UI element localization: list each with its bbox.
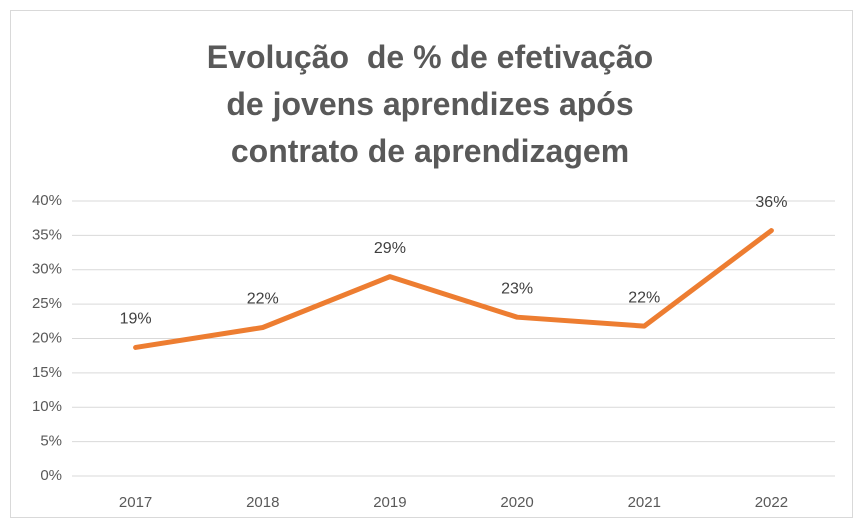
y-tick-label: 0% xyxy=(40,467,62,484)
x-tick-label: 2018 xyxy=(246,494,279,511)
line xyxy=(133,228,774,350)
x-tick-label: 2019 xyxy=(373,494,406,511)
data-label: 29% xyxy=(374,240,406,257)
chart-title: Evolução de % de efetivação de jovens ap… xyxy=(206,39,663,169)
y-tick-label: 15% xyxy=(32,364,62,381)
data-label: 22% xyxy=(628,289,660,306)
chart-frame xyxy=(10,10,853,518)
data-label: 19% xyxy=(120,311,152,328)
data-label: 36% xyxy=(755,194,787,211)
y-tick-label: 35% xyxy=(32,226,62,243)
y-tick-label: 40% xyxy=(32,192,62,209)
y-tick-label: 5% xyxy=(40,433,62,450)
y-tick-label: 10% xyxy=(32,398,62,415)
x-tick-label: 2020 xyxy=(500,494,533,511)
data-label: 23% xyxy=(501,280,533,297)
y-tick-label: 30% xyxy=(32,261,62,278)
x-tick-label: 2021 xyxy=(628,494,661,511)
x-tick-label: 2017 xyxy=(119,494,152,511)
x-tick-label: 2022 xyxy=(755,494,788,511)
data-label: 22% xyxy=(247,291,279,308)
y-tick-label: 25% xyxy=(32,295,62,312)
y-tick-label: 20% xyxy=(32,329,62,346)
